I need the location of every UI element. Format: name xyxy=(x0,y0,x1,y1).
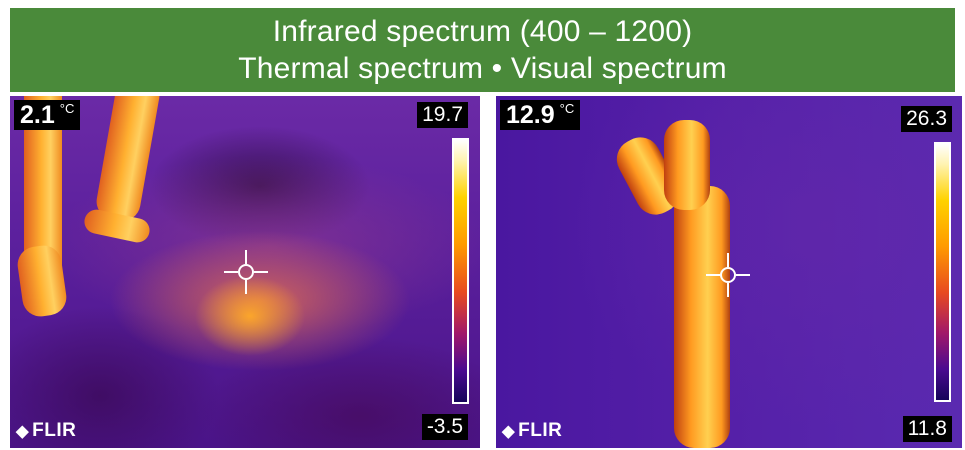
color-scale-bar xyxy=(452,138,469,404)
color-scale-bar xyxy=(934,142,951,402)
spot-temperature-readout: 12.9 °C xyxy=(500,100,581,130)
flir-logo: ⬥ FLIR xyxy=(16,420,76,442)
temperature-unit: °C xyxy=(559,101,575,116)
thermal-image-right: 12.9 °C 26.3 11.8 ⬥ FLIR xyxy=(496,96,962,448)
thermal-person-head xyxy=(664,120,710,210)
spot-temperature-value: 2.1 xyxy=(20,101,55,129)
title-banner: Infrared spectrum (400 – 1200) Thermal s… xyxy=(10,8,955,92)
banner-title-line-2: Thermal spectrum • Visual spectrum xyxy=(238,52,727,85)
spot-temperature-value: 12.9 xyxy=(506,101,555,129)
thermal-scene-ground xyxy=(10,96,480,448)
flir-diamond-icon: ⬥ xyxy=(16,420,30,441)
banner-title-line-1: Infrared spectrum (400 – 1200) xyxy=(272,15,693,48)
flir-logo-text: FLIR xyxy=(518,420,563,441)
flir-logo-text: FLIR xyxy=(32,420,77,441)
flir-logo: ⬥ FLIR xyxy=(502,420,562,442)
scale-max-value: 26.3 xyxy=(901,106,952,132)
flir-diamond-icon: ⬥ xyxy=(502,420,516,441)
crosshair-icon xyxy=(224,250,268,294)
thermal-person-torso xyxy=(674,186,730,448)
crosshair-icon xyxy=(706,253,750,297)
thermal-image-left: 2.1 °C 19.7 -3.5 ⬥ FLIR xyxy=(10,96,480,448)
scale-max-value: 19.7 xyxy=(417,102,468,128)
temperature-unit: °C xyxy=(59,101,75,116)
scale-min-value: -3.5 xyxy=(421,414,468,440)
spot-temperature-readout: 2.1 °C xyxy=(14,100,81,130)
scale-min-value: 11.8 xyxy=(902,416,952,442)
